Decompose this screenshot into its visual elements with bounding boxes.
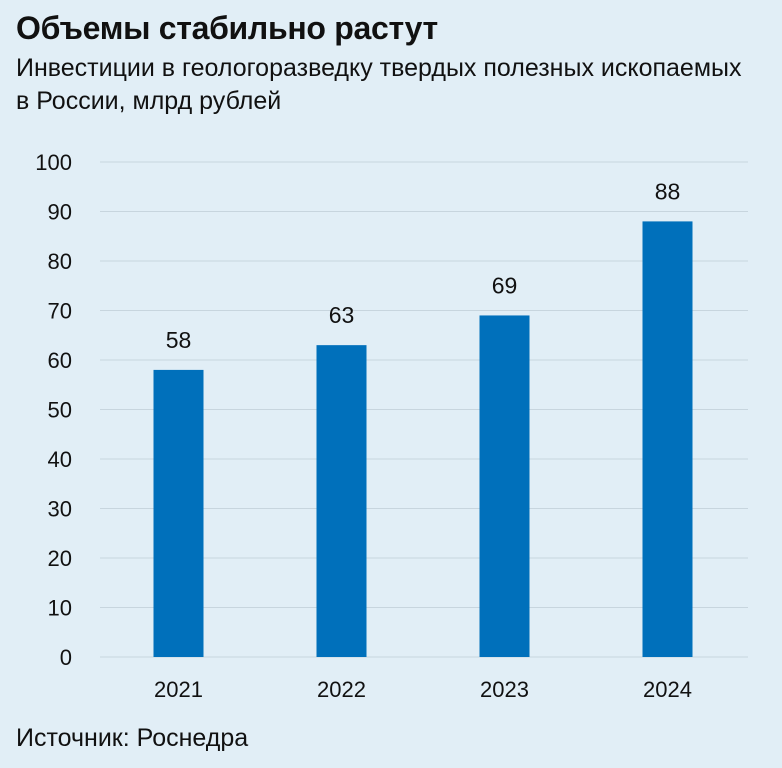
x-tick-label-2021: 2021 xyxy=(154,677,203,702)
y-tick-label: 0 xyxy=(60,645,72,670)
chart-title: Объемы стабильно растут xyxy=(16,10,438,46)
x-tick-label-2023: 2023 xyxy=(480,677,529,702)
data-label-2022: 63 xyxy=(329,302,355,328)
y-tick-label: 70 xyxy=(48,299,72,324)
y-tick-label: 100 xyxy=(35,150,72,175)
x-axis-ticks: 2021 2022 2023 2024 xyxy=(154,677,692,702)
y-tick-label: 80 xyxy=(48,249,72,274)
gridlines xyxy=(100,161,748,658)
y-tick-label: 90 xyxy=(48,200,72,225)
bar-2024 xyxy=(642,221,693,657)
x-tick-label-2022: 2022 xyxy=(317,677,366,702)
y-tick-label: 50 xyxy=(48,398,72,423)
y-axis-ticks: 0 10 20 30 40 50 60 70 80 90 100 xyxy=(35,150,72,670)
data-label-2024: 88 xyxy=(655,178,681,204)
y-tick-label: 60 xyxy=(48,348,72,373)
bar-2023 xyxy=(479,315,530,657)
y-tick-label: 10 xyxy=(48,596,72,621)
data-label-2021: 58 xyxy=(166,327,192,353)
data-labels: 58 63 69 88 xyxy=(166,178,681,353)
y-tick-label: 40 xyxy=(48,447,72,472)
bar-2022 xyxy=(316,345,367,657)
data-label-2023: 69 xyxy=(492,272,518,298)
bars xyxy=(153,221,693,657)
y-tick-label: 20 xyxy=(48,546,72,571)
source-note: Источник: Роснедра xyxy=(16,724,249,752)
x-tick-label-2024: 2024 xyxy=(643,677,692,702)
y-tick-label: 30 xyxy=(48,497,72,522)
bar-2021 xyxy=(153,369,204,657)
chart-subtitle: Инвестиции в геологоразведку твердых пол… xyxy=(16,54,742,115)
